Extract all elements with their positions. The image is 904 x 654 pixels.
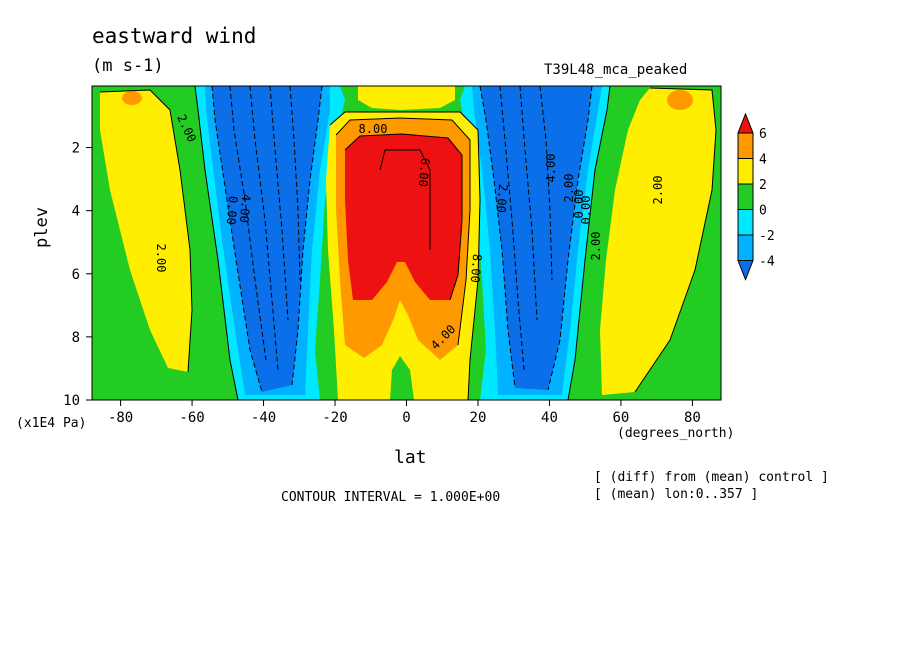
x-tick-label: 60 xyxy=(613,410,630,426)
x-tick-label: 20 xyxy=(470,410,487,426)
contour-line-neg xyxy=(519,86,538,321)
contour-line xyxy=(194,86,239,400)
contour-label: 2.00 xyxy=(562,174,576,203)
fill-top-yellow xyxy=(358,86,455,110)
x-axis-label: lat xyxy=(394,447,427,468)
y-tick-label: 2 xyxy=(72,141,80,157)
contour-line xyxy=(379,149,431,250)
contour-label: 2.00 xyxy=(494,183,510,213)
contour-line-neg xyxy=(539,86,553,281)
contour-line-neg xyxy=(479,86,516,389)
colorbar-label: 6 xyxy=(759,127,767,142)
colorbar-segment xyxy=(737,132,754,159)
colorbar-segment xyxy=(737,158,754,185)
contour-line xyxy=(567,86,611,400)
y-axis: 2 4 6 8 10 xyxy=(63,141,92,409)
x-tick-label: -60 xyxy=(179,410,204,426)
chart-title: eastward wind xyxy=(92,24,257,48)
fill-nh-westerly-core xyxy=(667,90,693,110)
contour-label: 2.00 xyxy=(154,244,168,273)
y-axis-label: plev xyxy=(32,207,52,248)
contour-label: 8.00 xyxy=(359,122,388,136)
contour-line-neg xyxy=(211,86,263,393)
x-tick-label: 80 xyxy=(684,410,701,426)
contour-label: 0.00 xyxy=(224,195,240,225)
contour-line-neg xyxy=(229,86,267,361)
colorbar-segment xyxy=(737,209,754,236)
fill-nh-westerly xyxy=(600,88,716,395)
colorbar-segment xyxy=(737,260,754,281)
x-tick-label: -40 xyxy=(251,410,276,426)
contour-label: 4.00 xyxy=(237,193,253,223)
y-axis-units: (x1E4 Pa) xyxy=(16,416,87,431)
contour-label: 2.00 xyxy=(651,176,665,205)
colorbar-label: 2 xyxy=(759,178,767,193)
mean-note: [ (mean) lon:0..357 ] xyxy=(594,487,759,502)
fill-sh-westerly xyxy=(100,90,192,372)
colorbar-label: 0 xyxy=(759,204,767,219)
y-tick-label: 10 xyxy=(63,393,80,409)
contour-line-neg xyxy=(249,86,279,371)
contour-line xyxy=(99,89,193,373)
contour-line xyxy=(329,111,481,400)
fill-nh-lt-m4 xyxy=(480,86,592,390)
contour-line xyxy=(344,133,463,301)
fill-eq-red xyxy=(345,134,462,300)
contour-label: 0.00 xyxy=(572,190,586,219)
contour-line-neg xyxy=(269,86,289,321)
y-tick-label: 6 xyxy=(72,267,80,283)
colorbar-label: -4 xyxy=(759,255,775,270)
x-tick-label: -80 xyxy=(108,410,133,426)
y-tick-label: 8 xyxy=(72,330,80,346)
contour-label: 4.00 xyxy=(544,154,558,183)
x-axis: -80 -60 -40 -20 0 20 40 60 80 xyxy=(108,400,701,426)
contour-line-neg xyxy=(547,86,593,391)
contour-lines xyxy=(99,86,717,400)
colorbar-segment xyxy=(737,234,754,261)
fill-sh-westerly-core xyxy=(122,91,142,105)
fill-eq-green-bottom xyxy=(390,356,414,400)
contour-label: 8.00 xyxy=(468,253,484,283)
contour-fills xyxy=(92,86,721,400)
x-tick-label: 0 xyxy=(402,410,410,426)
contour-interval: CONTOUR INTERVAL = 1.000E+00 xyxy=(281,490,501,505)
y-tick-label: 4 xyxy=(72,204,80,220)
contour-line xyxy=(335,117,471,346)
diff-note: [ (diff) from (mean) control ] xyxy=(594,470,829,485)
colorbar-segment xyxy=(737,112,754,134)
colorbar-segment xyxy=(737,183,754,210)
colorbar: 6 4 2 0 -2 -4 xyxy=(737,112,775,281)
contour-label: 0.00 xyxy=(579,196,593,225)
contour-line-neg xyxy=(289,86,301,281)
colorbar-label: -2 xyxy=(759,229,775,244)
x-tick-label: 40 xyxy=(541,410,558,426)
contour-line-neg xyxy=(499,86,525,371)
chart-units: (m s-1) xyxy=(92,56,164,76)
contour-lines-negative xyxy=(211,86,593,393)
x-tick-label: -20 xyxy=(322,410,347,426)
run-label: T39L48_mca_peaked xyxy=(544,62,688,78)
contour-line xyxy=(634,87,717,393)
contour-label: 6.00 xyxy=(416,157,432,187)
contour-line-neg xyxy=(291,86,323,386)
colorbar-label: 4 xyxy=(759,153,767,168)
x-axis-units: (degrees_north) xyxy=(617,426,735,441)
contour-label: 2.00 xyxy=(589,232,603,261)
